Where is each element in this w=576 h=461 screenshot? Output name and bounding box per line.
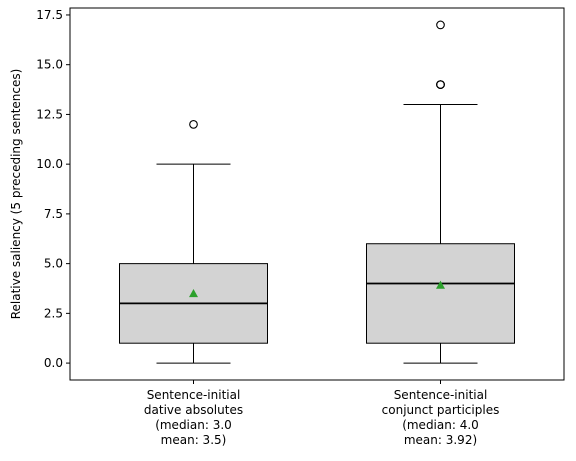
y-axis: 0.0 2.5 5.0 7.5 10.0 12.5 15.0 17.5 bbox=[36, 8, 70, 370]
axes-frame bbox=[69, 7, 565, 381]
y-tick-label: 0.0 bbox=[44, 356, 63, 370]
box-group bbox=[366, 20, 515, 364]
y-tick-label: 15.0 bbox=[36, 58, 63, 72]
mean-marker bbox=[436, 280, 445, 289]
plot-content bbox=[119, 20, 515, 364]
x-tick-label-line: (median: 3.0 bbox=[155, 418, 232, 432]
x-tick-label-line: conjunct participles bbox=[382, 403, 500, 417]
x-tick-label-line: dative absolutes bbox=[144, 403, 243, 417]
outlier-point bbox=[189, 120, 198, 129]
x-tick-label-line: mean: 3.5) bbox=[161, 433, 227, 447]
outlier-point bbox=[436, 80, 445, 89]
y-tick-label: 17.5 bbox=[36, 8, 63, 22]
x-tick-label-line: Sentence-initial bbox=[147, 388, 241, 402]
x-tick-label-line: (median: 4.0 bbox=[402, 418, 479, 432]
x-tick-label-line: mean: 3.92) bbox=[404, 433, 477, 447]
x-tick-label: Sentence-initial dative absolutes (median:… bbox=[144, 388, 243, 447]
y-tick-label: 7.5 bbox=[44, 207, 63, 221]
x-axis: Sentence-initial dative absolutes (median:… bbox=[144, 380, 499, 447]
y-tick-label: 5.0 bbox=[44, 257, 63, 271]
box-group bbox=[119, 120, 268, 364]
x-tick-label-line: Sentence-initial bbox=[394, 388, 488, 402]
mean-marker bbox=[189, 288, 198, 298]
outlier-point bbox=[436, 20, 445, 30]
y-axis-label: Relative saliency (5 preceding sentences… bbox=[9, 69, 23, 320]
x-tick-label: Sentence-initial conjunct participles (med… bbox=[382, 388, 500, 447]
y-tick-label: 2.5 bbox=[44, 306, 63, 320]
iqr-box bbox=[366, 243, 515, 344]
y-tick-label: 10.0 bbox=[36, 157, 63, 171]
y-tick-label: 12.5 bbox=[36, 107, 63, 121]
